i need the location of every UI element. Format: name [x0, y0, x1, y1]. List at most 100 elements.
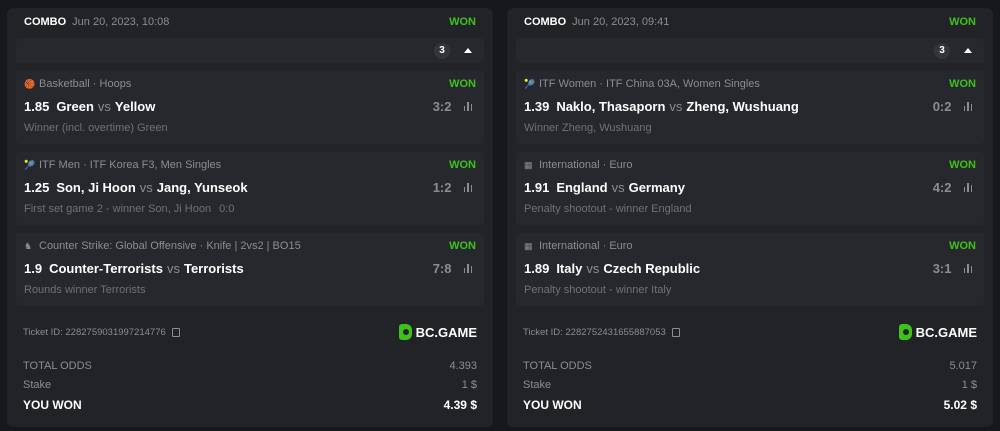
market: First set game 2 - winner Son, Ji Hoon [24, 203, 212, 215]
bet-category: Basketball · Hoops [39, 78, 132, 90]
brand-name: BC.GAME [415, 324, 477, 340]
vs-label: vs [139, 180, 153, 195]
home-team: Italy [556, 261, 583, 276]
won-label: YOU WON [23, 398, 82, 412]
copy-icon[interactable] [171, 327, 180, 337]
bet-category: Counter Strike: Global Offensive · Knife… [39, 240, 301, 252]
bet-status: WON [949, 159, 976, 171]
away-team: Yellow [114, 99, 156, 114]
total-odds-label: TOTAL ODDS [523, 359, 592, 372]
market: Winner Zheng, Wushuang [524, 122, 652, 134]
stats-icon[interactable] [463, 183, 472, 192]
bet-selection: 🎾 ITF Men · ITF Korea F3, Men Singles WO… [16, 152, 484, 225]
ticket-status: WON [449, 16, 476, 28]
market: Winner (incl. overtime) Green [24, 122, 168, 134]
selection-count-badge: 3 [934, 42, 950, 59]
bet-category: ITF Men · ITF Korea F3, Men Singles [39, 159, 222, 171]
bet-selection: ▦ International · Euro WON 1.89 Italy vs… [516, 233, 984, 306]
chevron-up-icon[interactable] [964, 48, 972, 53]
score: 7:8 [432, 261, 452, 276]
fifa-icon: ▦ [524, 241, 533, 251]
logo-icon [898, 324, 912, 340]
bet-status: WON [449, 159, 476, 171]
stake-value: 1 $ [961, 378, 977, 391]
collapse-toggle[interactable]: 3 [516, 38, 984, 63]
home-team: Counter-Terrorists [49, 261, 163, 276]
score: 3:2 [432, 99, 452, 114]
score: 0:2 [932, 99, 952, 114]
bet-status: WON [949, 78, 976, 90]
home-team: Green [56, 99, 94, 114]
basketball-icon: 🏀 [24, 79, 36, 89]
home-team: England [556, 180, 608, 195]
bet-odds: 1.25 [24, 180, 50, 195]
stats-icon[interactable] [463, 264, 472, 273]
bet-type: COMBO [24, 16, 67, 28]
score: 3:1 [932, 261, 952, 276]
vs-label: vs [669, 99, 683, 114]
bet-odds: 1.89 [524, 261, 550, 276]
fifa-icon: ▦ [524, 160, 533, 170]
away-team: Zheng, Wushuang [686, 99, 799, 114]
won-label: YOU WON [523, 398, 582, 412]
bet-status: WON [949, 240, 976, 252]
away-team: Germany [628, 180, 685, 195]
ticket-id: Ticket ID: 2282752431655887053 [523, 326, 666, 338]
score: 1:2 [432, 180, 452, 195]
bet-date: Jun 20, 2023, 10:08 [72, 16, 170, 28]
stats-icon[interactable] [463, 102, 472, 111]
bet-ticket-card: COMBO Jun 20, 2023, 10:08 WON 3 🏀 Basket… [7, 8, 493, 427]
away-team: Jang, Yunseok [156, 180, 248, 195]
vs-label: vs [166, 261, 180, 276]
stats-icon[interactable] [963, 102, 972, 111]
away-team: Terrorists [183, 261, 244, 276]
ticket-id: Ticket ID: 2282759031997214776 [23, 326, 166, 338]
stats-icon[interactable] [963, 183, 972, 192]
home-team: Naklo, Thasaporn [556, 99, 666, 114]
vs-label: vs [611, 180, 625, 195]
bet-odds: 1.91 [524, 180, 550, 195]
bet-odds: 1.39 [524, 99, 550, 114]
market: Rounds winner Terrorists [24, 284, 146, 296]
won-value: 5.02 $ [943, 398, 977, 412]
away-team: Czech Republic [603, 261, 701, 276]
bet-selection: 🏀 Basketball · Hoops WON 1.85 Green vs Y… [16, 71, 484, 144]
collapse-toggle[interactable]: 3 [16, 38, 484, 63]
chevron-up-icon[interactable] [464, 48, 472, 53]
logo-icon [398, 324, 412, 340]
stake-label: Stake [23, 378, 52, 391]
total-odds-label: TOTAL ODDS [23, 359, 92, 372]
ticket-status: WON [949, 16, 976, 28]
market: Penalty shootout - winner Italy [524, 284, 672, 296]
bet-odds: 1.85 [24, 99, 50, 114]
bet-status: WON [449, 240, 476, 252]
bet-type: COMBO [524, 16, 567, 28]
home-team: Son, Ji Hoon [56, 180, 136, 195]
stats-icon[interactable] [963, 264, 972, 273]
bet-selection: ♞ Counter Strike: Global Offensive · Kni… [16, 233, 484, 306]
market-extra: 0:0 [219, 203, 235, 215]
total-odds-value: 5.017 [949, 359, 977, 372]
score: 4:2 [932, 180, 952, 195]
market: Penalty shootout - winner England [524, 203, 692, 215]
brand-name: BC.GAME [915, 324, 977, 340]
bc-game-logo: BC.GAME [398, 324, 477, 340]
vs-label: vs [97, 99, 111, 114]
stake-value: 1 $ [461, 378, 477, 391]
copy-icon[interactable] [671, 327, 680, 337]
stake-label: Stake [523, 378, 552, 391]
bet-date: Jun 20, 2023, 09:41 [572, 16, 670, 28]
bet-category: ITF Women · ITF China 03A, Women Singles [539, 78, 760, 90]
bet-status: WON [449, 78, 476, 90]
vs-label: vs [586, 261, 600, 276]
total-odds-value: 4.393 [449, 359, 477, 372]
bc-game-logo: BC.GAME [898, 324, 977, 340]
bet-selection: ▦ International · Euro WON 1.91 England … [516, 152, 984, 225]
bet-category: International · Euro [539, 159, 633, 171]
bet-category: International · Euro [539, 240, 633, 252]
tennis-icon: 🎾 [24, 160, 36, 170]
bet-selection: 🎾 ITF Women · ITF China 03A, Women Singl… [516, 71, 984, 144]
bet-ticket-card: COMBO Jun 20, 2023, 09:41 WON 3 🎾 ITF Wo… [507, 8, 993, 427]
won-value: 4.39 $ [443, 398, 477, 412]
counter-strike-icon: ♞ [24, 241, 33, 251]
